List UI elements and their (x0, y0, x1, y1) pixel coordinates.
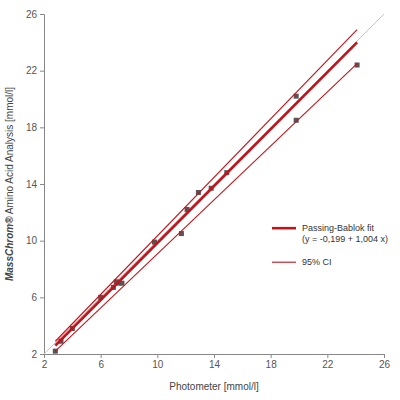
tick-mark (101, 354, 102, 358)
tick-label: 18 (26, 122, 38, 133)
tick: 10 (26, 235, 44, 246)
tick-label: 6 (98, 359, 104, 370)
tick-mark (40, 354, 44, 355)
tick: 6 (31, 292, 44, 303)
legend-label: Passing-Bablok fit(y = -0,199 + 1,004 x) (302, 223, 388, 244)
marks (44, 14, 384, 354)
tick-mark (271, 354, 272, 358)
chart: 261014182226261014182226Passing-Bablok f… (0, 0, 400, 400)
tick-label: 10 (152, 359, 164, 370)
axis-line (45, 355, 385, 359)
tick: 10 (152, 354, 164, 370)
line (55, 64, 357, 352)
tick-label: 18 (266, 359, 278, 370)
x-axis-title: Photometer [mmol/l] (169, 381, 259, 392)
tick-label: 26 (26, 9, 38, 20)
tick-mark (40, 71, 44, 72)
tick-mark (40, 127, 44, 128)
legend-label: 95% CI (302, 257, 332, 267)
tick-label: 26 (379, 359, 391, 370)
tick: 18 (26, 122, 44, 133)
point (179, 231, 184, 236)
y-axis-title: MassChrom® Amino Acid Analysis [mmol/l] (4, 87, 15, 281)
tick-mark (40, 241, 44, 242)
tick: 22 (322, 354, 334, 370)
tick-label: 6 (31, 292, 37, 303)
y-axis: 261014182226 (26, 9, 45, 360)
tick: 26 (26, 9, 44, 20)
tick-mark (40, 184, 44, 185)
tick-mark (157, 354, 158, 358)
tick-mark (40, 297, 44, 298)
tick-label: 14 (26, 179, 38, 190)
legend-swatch (272, 227, 296, 230)
tick-label: 22 (322, 359, 334, 370)
x-axis: 261014182226 (42, 354, 391, 370)
axis-line (40, 15, 45, 355)
tick-mark (384, 354, 385, 358)
tick: 2 (42, 354, 48, 370)
tick-mark (214, 354, 215, 358)
legend: Passing-Bablok fit(y = -0,199 + 1,004 x)… (272, 223, 388, 267)
tick: 2 (31, 349, 44, 360)
tick-label: 14 (209, 359, 221, 370)
line (55, 30, 357, 342)
tick: 14 (209, 354, 221, 370)
tick-label: 2 (42, 359, 48, 370)
tick: 18 (266, 354, 278, 370)
tick-label: 2 (31, 349, 37, 360)
tick-mark (327, 354, 328, 358)
tick: 26 (379, 354, 391, 370)
tick-label: 22 (26, 65, 38, 76)
tick-label: 10 (26, 235, 38, 246)
legend-swatch (272, 262, 296, 263)
tick: 22 (26, 65, 44, 76)
line (44, 14, 384, 354)
tick: 14 (26, 179, 44, 190)
tick: 6 (98, 354, 104, 370)
tick-mark (40, 14, 44, 15)
plot: 261014182226261014182226Passing-Bablok f… (26, 9, 391, 370)
line (55, 42, 357, 345)
